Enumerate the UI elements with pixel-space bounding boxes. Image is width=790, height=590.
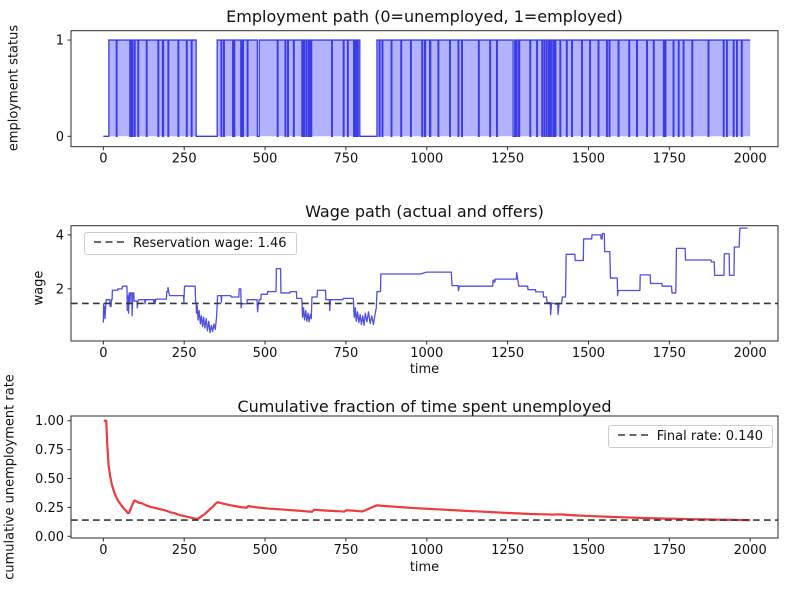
reservation-wage-legend: Reservation wage: 1.46	[84, 232, 297, 255]
subplot-1: 0 250 500 750 1000 1250 1500 1750 2000 2 4	[56, 225, 779, 361]
x-tick-label: 1750	[653, 543, 686, 558]
wage-chart-title: Wage path (actual and offers)	[305, 202, 544, 221]
x-tick-label: 1750	[653, 346, 686, 361]
wage-x-axis-label: time	[409, 362, 440, 377]
x-tick-label: 1000	[410, 543, 443, 558]
x-tick-label: 2000	[734, 346, 767, 361]
x-tick-label: 1500	[572, 152, 605, 167]
cumulative-unemployment-rate-line	[103, 419, 751, 522]
x-tick-label: 1750	[653, 152, 686, 167]
employment-area	[103, 40, 751, 137]
x-tick-label: 750	[333, 346, 358, 361]
y-tick-label: 0.75	[35, 443, 64, 458]
wage-line	[102, 227, 748, 334]
axes-spines	[70, 225, 779, 342]
x-tick-label: 0	[99, 152, 107, 167]
y-tick-label: 4	[56, 228, 64, 243]
employment-y-axis-label: employment status	[6, 24, 22, 152]
x-tick-label: 1000	[410, 346, 443, 361]
unemployment-x-axis-label: time	[409, 560, 440, 575]
x-tick-label: 750	[333, 543, 358, 558]
x-tick-label: 1500	[572, 543, 605, 558]
reservation-wage-legend-label: Reservation wage: 1.46	[133, 236, 287, 251]
x-tick-label: 500	[253, 346, 278, 361]
unemployment-y-axis-label: cumulative unemployment rate	[2, 374, 18, 580]
y-tick-label: 0	[56, 130, 64, 145]
plot-area-1	[102, 227, 748, 334]
y-tick-label: 0.00	[35, 530, 64, 545]
x-tick-label: 1250	[491, 152, 524, 167]
x-tick-label: 1000	[410, 152, 443, 167]
final-rate-legend-label: Final rate: 0.140	[656, 429, 763, 444]
y-tick-label: 1	[56, 34, 64, 49]
subplot-2: 0 250 500 750 1000 1250 1500 1750 2000 0.00 0.25 0.…	[35, 414, 779, 558]
axes-spines	[70, 30, 779, 148]
y-tick-label: 1.00	[35, 414, 64, 429]
x-tick-label: 1500	[572, 346, 605, 361]
plot-area-0	[103, 39, 751, 137]
subplot-0: 0 250 500 750 1000 1250 1500 1750 2000 0 1	[56, 30, 779, 167]
x-tick-label: 250	[172, 346, 197, 361]
wage-y-axis-label: wage	[31, 270, 47, 306]
axes-spines	[70, 415, 779, 539]
x-tick-label: 250	[172, 543, 197, 558]
y-tick-label: 2	[56, 282, 64, 297]
x-tick-label: 1250	[491, 543, 524, 558]
y-tick-label: 0.50	[35, 472, 64, 487]
x-tick-label: 750	[333, 152, 358, 167]
x-tick-label: 0	[99, 346, 107, 361]
final-rate-legend: Final rate: 0.140	[607, 425, 773, 448]
plot-area-2	[103, 419, 751, 522]
employment-step-line	[103, 39, 751, 137]
dashed-line-sample-icon	[94, 236, 124, 251]
x-tick-label: 500	[253, 152, 278, 167]
x-tick-label: 2000	[734, 543, 767, 558]
x-tick-label: 500	[253, 543, 278, 558]
x-tick-label: 1250	[491, 346, 524, 361]
unemployment-chart-title: Cumulative fraction of time spent unempl…	[237, 397, 612, 416]
x-tick-label: 2000	[734, 152, 767, 167]
x-tick-label: 250	[172, 152, 197, 167]
y-tick-label: 0.25	[35, 501, 64, 516]
dashed-line-sample-icon	[617, 429, 648, 444]
employment-chart-title: Employment path (0=unemployed, 1=employe…	[226, 7, 623, 26]
x-tick-label: 0	[99, 543, 107, 558]
